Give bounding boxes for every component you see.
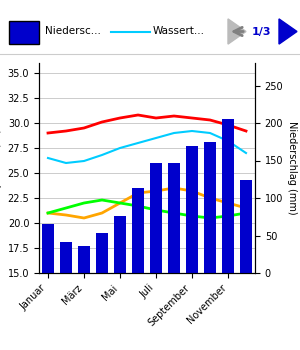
Bar xyxy=(186,146,198,273)
Bar xyxy=(42,224,54,273)
FancyBboxPatch shape xyxy=(9,21,39,44)
Bar xyxy=(132,188,144,273)
Bar xyxy=(222,119,234,273)
Bar xyxy=(78,246,90,273)
Bar xyxy=(150,163,162,273)
Bar xyxy=(60,242,72,273)
Polygon shape xyxy=(228,19,246,44)
Y-axis label: Niederschlag (mm): Niederschlag (mm) xyxy=(287,121,297,215)
Bar xyxy=(204,142,216,273)
Bar xyxy=(168,163,180,273)
Bar xyxy=(114,216,126,273)
Y-axis label: Temperatur (°C): Temperatur (°C) xyxy=(0,129,2,207)
Text: 1/3: 1/3 xyxy=(252,27,272,36)
Bar xyxy=(96,233,108,273)
Bar xyxy=(240,180,252,273)
Polygon shape xyxy=(279,19,297,44)
Text: Niedersc...: Niedersc... xyxy=(45,27,101,36)
Text: Wassert...: Wassert... xyxy=(153,27,205,36)
